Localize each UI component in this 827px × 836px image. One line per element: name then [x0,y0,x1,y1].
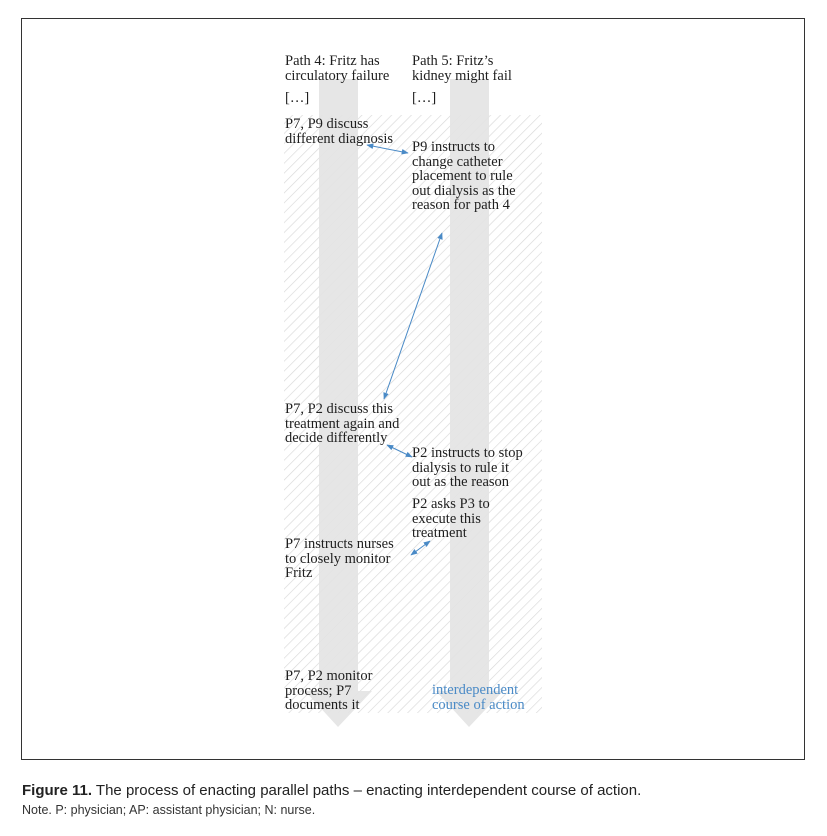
node-p7-p2-discuss: P7, P2 discuss this treatment again and … [285,401,400,446]
connector-diagnosis-catheter [366,143,409,155]
ellipsis-left: […] [285,90,310,106]
path-5-arrow [436,79,503,727]
connector-nurses-treatment [410,540,431,556]
node-p7-p2-monitor: P7, P2 monitor process; P7 documents it [285,668,373,713]
connector-discuss-stop-dialysis [386,444,413,458]
node-p7-p9-discuss: P7, P9 discuss different diagnosis [285,116,394,147]
figure-frame: Path 4: Fritz has circulatory failure Pa… [21,18,805,760]
figure-note: Note. P: physician; AP: assistant physic… [22,803,316,817]
node-p7-instructs-nurses: P7 instructs nurses to closely monitor F… [285,536,394,581]
path-4-header: Path 4: Fritz has circulatory failure [285,53,390,84]
figure-caption: Figure 11. The process of enacting paral… [22,782,812,799]
node-p2-instructs: P2 instructs to stop dialysis to rule it… [412,445,523,490]
path-4-arrow [305,79,372,727]
ellipsis-right: […] [412,90,437,106]
figure-label: Figure 11. [22,782,93,799]
legend-interdependent: interdependent course of action [432,682,525,713]
node-p2-asks-p3: P2 asks P3 to execute this treatment [412,496,490,541]
path-5-header: Path 5: Fritz’s kidney might fail [412,53,512,84]
process-diagram [284,79,542,727]
figure-caption-text: The process of enacting parallel paths –… [92,782,642,799]
node-p9-instructs: P9 instructs to change catheter placemen… [412,139,516,213]
connector-catheter-discuss [383,232,443,400]
